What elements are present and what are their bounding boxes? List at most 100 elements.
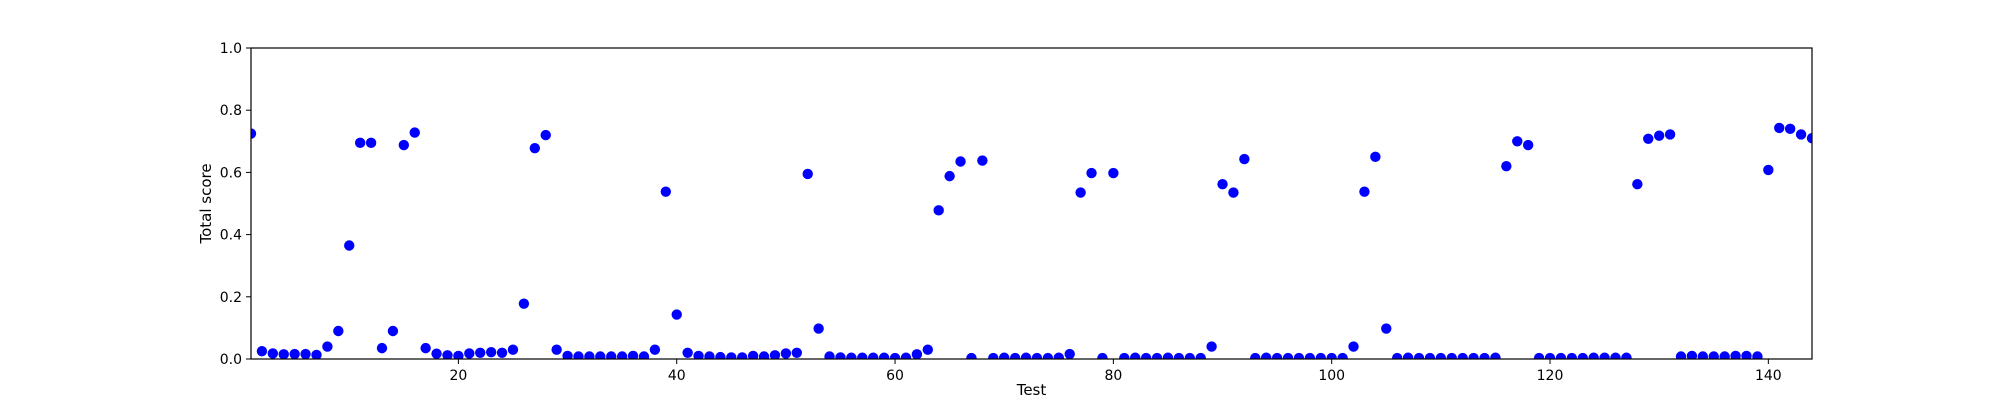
data-point — [824, 351, 835, 359]
data-point — [1261, 352, 1272, 359]
data-point — [1075, 187, 1086, 198]
data-points — [251, 122, 1812, 359]
data-point — [1457, 352, 1468, 359]
data-point — [802, 168, 813, 180]
data-point — [562, 350, 573, 359]
data-point — [1741, 350, 1752, 359]
data-point — [1293, 352, 1305, 359]
data-point — [1370, 151, 1381, 163]
data-point — [529, 142, 541, 154]
data-point — [889, 352, 901, 359]
data-point — [1468, 352, 1479, 359]
data-point — [1140, 352, 1152, 359]
data-point — [387, 325, 399, 337]
data-point — [311, 349, 322, 359]
data-point — [540, 129, 551, 141]
data-point — [1752, 351, 1763, 359]
data-point — [300, 348, 311, 359]
data-point — [627, 350, 639, 359]
data-point — [1042, 352, 1054, 359]
data-point — [671, 309, 682, 320]
data-point — [376, 342, 388, 354]
data-point — [660, 186, 672, 197]
data-point — [813, 323, 824, 334]
data-point — [1555, 352, 1567, 359]
data-point — [1697, 351, 1709, 359]
data-point — [322, 341, 333, 352]
data-point — [900, 352, 912, 359]
data-point — [1784, 123, 1796, 135]
data-point — [1304, 352, 1316, 359]
y-axis-ticks: 0.0 0.2 0.4 0.6 0.8 1.0 — [220, 41, 251, 368]
data-point — [453, 350, 464, 359]
data-point — [988, 352, 999, 359]
data-point — [1501, 160, 1512, 172]
data-point — [496, 347, 508, 358]
x-axis-ticks: 20 40 60 80 100 120 140 — [449, 359, 1782, 384]
data-point — [1009, 352, 1021, 359]
data-point — [977, 155, 988, 166]
data-point — [1806, 132, 1812, 144]
data-point — [1184, 352, 1195, 359]
data-point — [878, 352, 890, 359]
y-tick-label: 0.8 — [220, 103, 242, 119]
data-point — [1490, 352, 1501, 359]
data-point — [1195, 352, 1206, 359]
x-tick-label: 20 — [449, 368, 467, 384]
data-point — [1315, 352, 1326, 359]
data-point — [267, 348, 279, 359]
data-point — [518, 298, 530, 309]
data-point — [933, 205, 944, 216]
data-point — [1566, 352, 1578, 359]
data-point — [475, 347, 486, 358]
data-point — [1795, 129, 1807, 140]
data-point — [1173, 352, 1185, 359]
data-point — [1446, 352, 1457, 359]
data-point — [846, 352, 857, 359]
data-point — [911, 349, 923, 359]
data-point — [1402, 352, 1414, 359]
data-point — [966, 352, 977, 359]
data-point — [1544, 352, 1556, 359]
data-point — [1282, 352, 1294, 359]
x-tick-label: 40 — [668, 368, 686, 384]
data-point — [1250, 352, 1261, 359]
data-point — [573, 351, 584, 359]
data-point — [1217, 179, 1228, 190]
data-point — [1337, 352, 1348, 359]
data-point — [584, 351, 595, 359]
data-point — [693, 350, 704, 359]
data-point — [1435, 352, 1447, 359]
data-point — [409, 127, 420, 138]
data-point — [944, 170, 955, 182]
data-point — [1053, 352, 1064, 359]
data-point — [1533, 352, 1545, 359]
data-point — [857, 352, 868, 359]
data-point — [344, 240, 355, 251]
data-point — [704, 351, 715, 359]
data-point — [1653, 130, 1665, 141]
data-point — [726, 352, 737, 359]
data-point — [256, 346, 268, 357]
data-point — [1108, 167, 1119, 179]
data-point — [1643, 133, 1654, 145]
x-tick-label: 80 — [1104, 368, 1122, 384]
plot-frame — [250, 47, 1813, 360]
data-point — [1479, 352, 1490, 359]
y-tick-label: 1.0 — [220, 41, 242, 57]
data-point — [1774, 122, 1785, 134]
data-point — [1381, 323, 1392, 334]
y-tick-label: 0.0 — [220, 352, 242, 368]
data-point — [1206, 341, 1217, 352]
data-point — [464, 348, 475, 359]
data-point — [1391, 352, 1403, 359]
data-point — [1413, 352, 1425, 359]
data-point — [1730, 350, 1741, 359]
data-point — [1119, 352, 1130, 359]
x-axis-title: Test — [1016, 381, 1047, 399]
data-point — [1588, 352, 1599, 359]
data-point — [431, 348, 442, 359]
x-tick-label: 120 — [1537, 368, 1564, 384]
data-point — [1359, 186, 1370, 197]
data-point — [1599, 352, 1610, 359]
